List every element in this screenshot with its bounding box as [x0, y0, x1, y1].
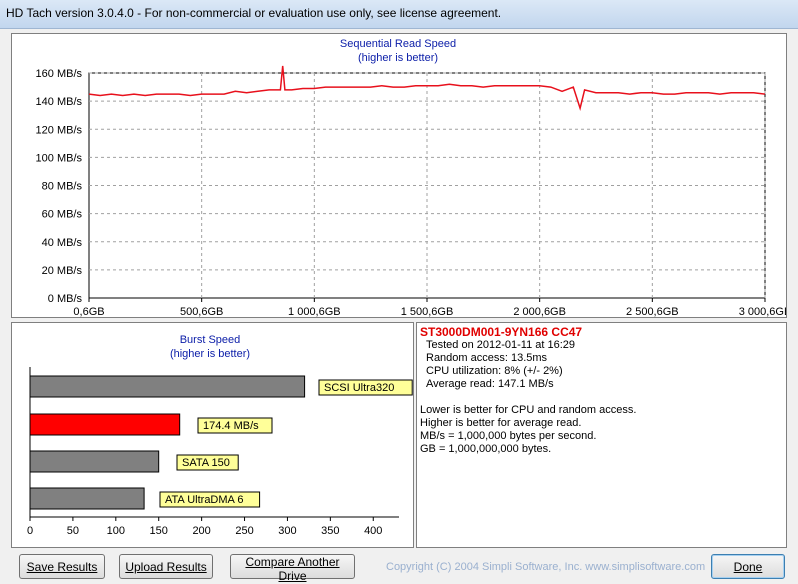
- burst-x-tick-label: 0: [27, 525, 33, 537]
- info-panel: [416, 322, 787, 548]
- read-y-tick-label: 120 MB/s: [36, 124, 83, 136]
- burst-chart-title: Burst Speed: [180, 334, 241, 346]
- compare-another-drive-button[interactable]: Compare Another Drive: [230, 554, 355, 583]
- read-y-tick-label: 80 MB/s: [42, 181, 83, 193]
- average-read: Average read: 147.1 MB/s: [426, 378, 554, 390]
- note-mbs: MB/s = 1,000,000 bytes per second.: [420, 430, 597, 442]
- burst-x-tick-label: 200: [192, 525, 210, 537]
- read-y-tick-label: 60 MB/s: [42, 209, 83, 221]
- read-x-tick-label: 500,6GB: [180, 306, 223, 317]
- upload-results-button[interactable]: Upload Results: [119, 554, 213, 579]
- read-y-tick-label: 0 MB/s: [48, 293, 83, 305]
- read-y-tick-label: 20 MB/s: [42, 265, 83, 277]
- burst-x-tick-label: 100: [107, 525, 125, 537]
- read-chart-subtitle: (higher is better): [358, 52, 438, 64]
- burst-bar-label-box: [197, 417, 273, 434]
- done-button[interactable]: Done: [711, 554, 785, 579]
- read-speed-line: [88, 65, 765, 111]
- read-x-tick-label: 2 500,6GB: [626, 306, 679, 317]
- window-title: HD Tach version 3.0.4.0 - For non-commer…: [6, 6, 502, 20]
- copyright-text: Copyright (C) 2004 Simpli Software, Inc.…: [386, 561, 706, 573]
- burst-bar: [29, 413, 181, 436]
- read-chart: Sequential Read Speed (higher is better)…: [36, 38, 786, 317]
- burst-bar-label: ATA UltraDMA 6: [165, 494, 243, 506]
- save-results-button[interactable]: Save Results: [19, 554, 105, 579]
- title-bar: HD Tach version 3.0.4.0 - For non-commer…: [0, 0, 798, 29]
- burst-chart-panel: Burst Speed (higher is better) SCSI Ultr…: [11, 322, 414, 548]
- tested-date: Tested on 2012-01-11 at 16:29: [426, 339, 576, 351]
- read-y-tick-label: 160 MB/s: [36, 68, 83, 80]
- read-y-tick-label: 100 MB/s: [36, 152, 83, 164]
- cpu-utilization: CPU utilization: 8% (+/- 2%): [426, 365, 563, 377]
- note-gb: GB = 1,000,000,000 bytes.: [420, 443, 552, 455]
- read-x-tick-label: 1 000,6GB: [288, 306, 341, 317]
- read-x-tick-label: 2 000,6GB: [513, 306, 566, 317]
- burst-x-tick-label: 400: [364, 525, 382, 537]
- note-higher: Higher is better for average read.: [420, 417, 582, 429]
- note-lower: Lower is better for CPU and random acces…: [420, 404, 637, 416]
- burst-bar-label: 174.4 MB/s: [203, 420, 259, 432]
- burst-x-tick-label: 50: [67, 525, 79, 537]
- burst-x-tick-label: 300: [278, 525, 296, 537]
- read-x-tick-label: 1 500,6GB: [401, 306, 454, 317]
- burst-x-tick-label: 150: [150, 525, 168, 537]
- burst-x-tick-label: 250: [235, 525, 253, 537]
- burst-chart-subtitle: (higher is better): [170, 348, 250, 360]
- read-x-tick-label: 3 000,6GE: [739, 306, 786, 317]
- read-chart-title: Sequential Read Speed: [340, 38, 456, 50]
- burst-bar-label: SCSI Ultra320: [324, 382, 394, 394]
- burst-bar: [29, 487, 145, 510]
- burst-bar-label: SATA 150: [182, 457, 230, 469]
- burst-bar: [29, 375, 306, 398]
- burst-chart: Burst Speed (higher is better) SCSI Ultr…: [27, 334, 413, 537]
- burst-bar-label-box: [159, 491, 261, 508]
- burst-bar-label-box: [318, 379, 413, 396]
- drive-name: ST3000DM001-9YN166 CC47: [420, 325, 583, 339]
- random-access: Random access: 13.5ms: [426, 352, 548, 364]
- read-y-tick-label: 40 MB/s: [42, 237, 83, 249]
- burst-bar: [29, 450, 160, 473]
- burst-x-tick-label: 350: [321, 525, 339, 537]
- read-y-tick-label: 140 MB/s: [36, 96, 83, 108]
- read-x-tick-label: 0,6GB: [73, 306, 104, 317]
- read-chart-panel: Sequential Read Speed (higher is better)…: [11, 33, 787, 318]
- burst-bar-label-box: [176, 454, 239, 471]
